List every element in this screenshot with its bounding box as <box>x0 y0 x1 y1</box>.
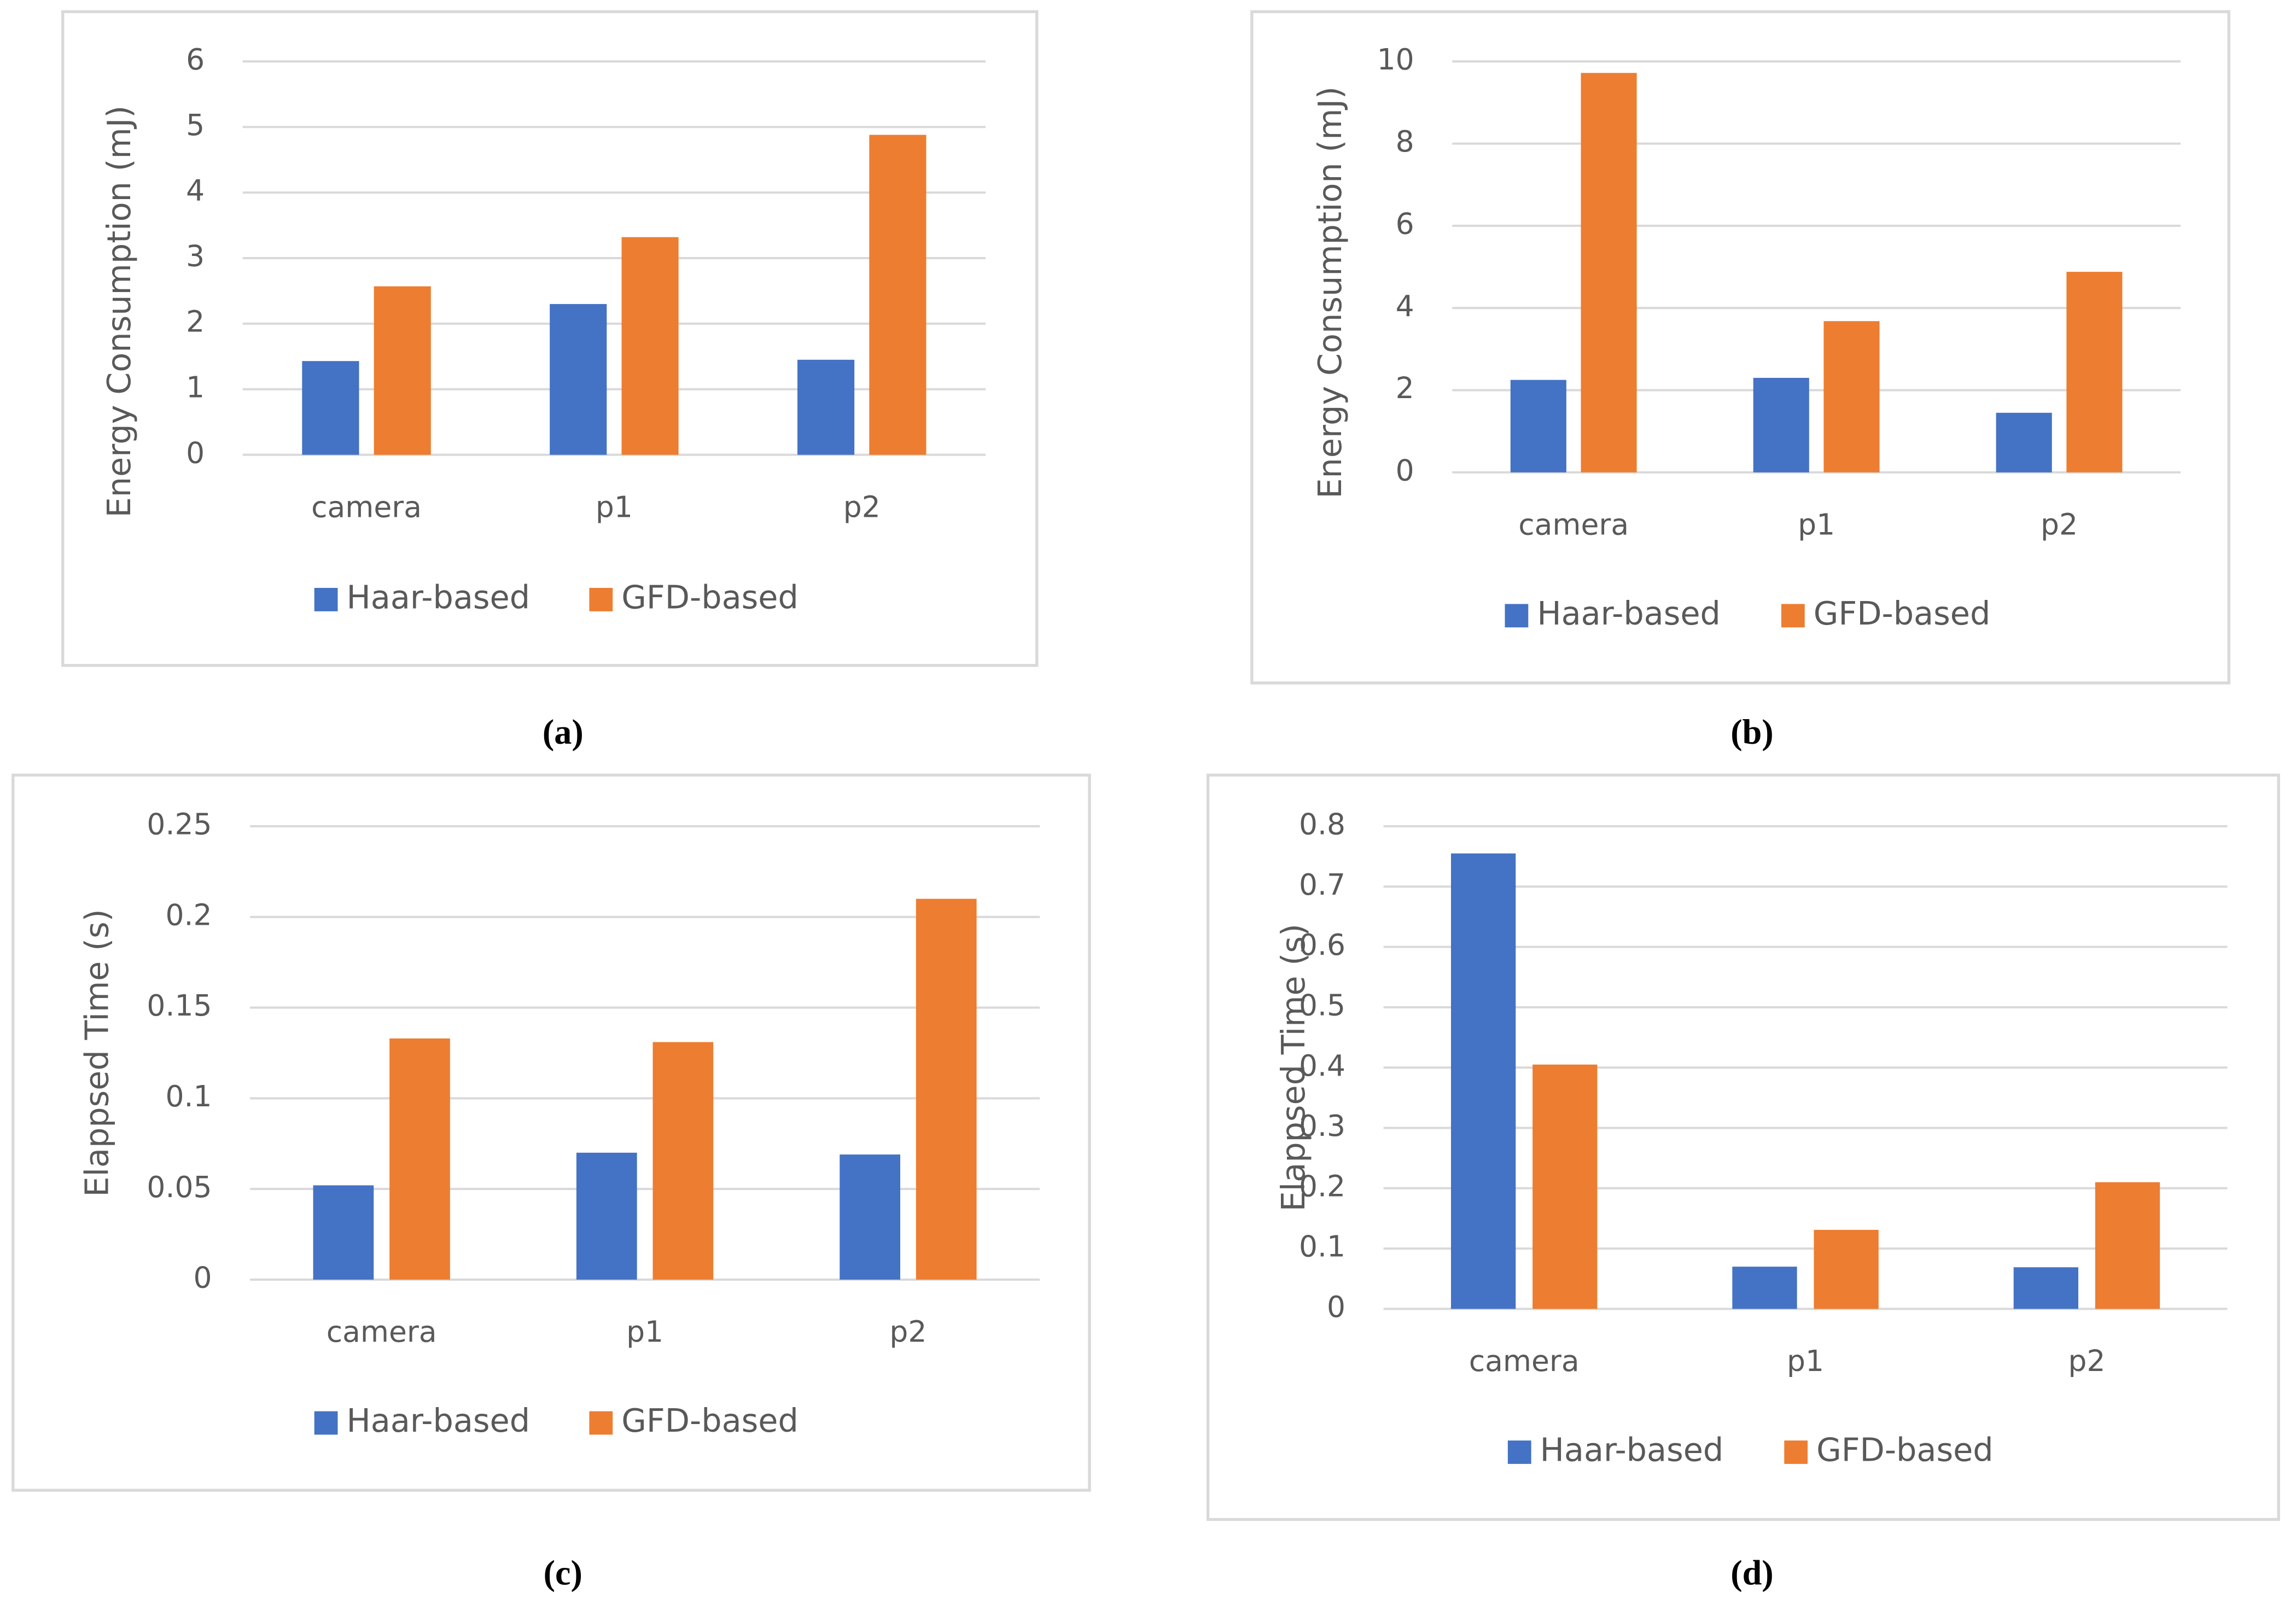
bar <box>1450 853 1516 1309</box>
bar <box>1510 380 1566 472</box>
y-tick-label: 0.05 <box>147 1170 212 1204</box>
y-tick-label: 10 <box>1377 42 1414 77</box>
y-tick-label: 6 <box>1396 207 1414 241</box>
bar <box>621 237 679 455</box>
x-tick-label: p1 <box>626 1315 663 1349</box>
y-tick-label: 0 <box>186 435 205 470</box>
legend-label: GFD-based <box>1816 1431 1994 1469</box>
bar <box>840 1154 900 1280</box>
bar <box>916 899 977 1280</box>
bar <box>869 135 926 455</box>
chart-frame <box>1206 773 2280 1521</box>
y-tick-label: 5 <box>186 108 205 142</box>
legend-swatch <box>589 1411 613 1435</box>
y-tick-label: 0.6 <box>1299 927 1345 962</box>
y-tick-label: 4 <box>186 173 205 208</box>
y-tick-label: 2 <box>186 305 205 339</box>
legend-swatch <box>589 588 613 611</box>
chart-frame <box>61 10 1039 667</box>
bar <box>1823 321 1880 472</box>
y-tick-label: 0.2 <box>165 897 212 932</box>
chart-frame <box>1250 10 2230 685</box>
x-tick-label: p2 <box>843 489 881 524</box>
chart-frame <box>11 773 1091 1492</box>
x-tick-label: p1 <box>1787 1344 1824 1378</box>
x-tick-label: p1 <box>1798 507 1835 541</box>
x-tick-label: p1 <box>596 489 633 524</box>
bar <box>1532 1064 1598 1309</box>
bar <box>550 304 607 455</box>
y-tick-label: 0.1 <box>1299 1229 1345 1264</box>
y-tick-label: 0 <box>1327 1290 1345 1324</box>
caption: (b) <box>1730 713 1773 751</box>
legend-label: GFD-based <box>621 579 799 616</box>
y-axis-title: Energy Consumption (mJ) <box>1311 86 1349 499</box>
bar <box>1814 1229 1879 1309</box>
y-tick-label: 0.2 <box>1299 1169 1345 1203</box>
legend-swatch <box>314 588 338 611</box>
legend-swatch <box>1781 604 1805 628</box>
legend-label: GFD-based <box>1814 594 1991 632</box>
legend-label: Haar-based <box>1537 594 1721 632</box>
caption: (d) <box>1730 1554 1773 1592</box>
legend-label: Haar-based <box>1540 1431 1724 1469</box>
caption: (c) <box>544 1554 582 1592</box>
legend-swatch <box>1784 1440 1808 1464</box>
legend-label: GFD-based <box>621 1402 799 1439</box>
bar <box>1753 377 1809 472</box>
y-tick-label: 0.8 <box>1299 807 1345 842</box>
y-tick-label: 0.1 <box>165 1079 212 1113</box>
y-tick-label: 6 <box>186 42 205 77</box>
y-tick-label: 0.3 <box>1299 1109 1345 1143</box>
y-tick-label: 1 <box>186 370 205 404</box>
y-tick-label: 0.15 <box>147 988 212 1023</box>
bar <box>797 359 855 455</box>
y-tick-label: 0.5 <box>1299 988 1345 1023</box>
y-tick-label: 4 <box>1396 289 1414 323</box>
legend-swatch <box>1505 604 1529 628</box>
bar <box>2013 1267 2078 1309</box>
caption: (a) <box>543 713 584 751</box>
y-tick-label: 0.25 <box>147 807 212 842</box>
bar <box>2095 1182 2160 1309</box>
y-tick-label: 0.4 <box>1299 1048 1345 1083</box>
x-tick-label: camera <box>327 1315 437 1349</box>
y-tick-label: 0.7 <box>1299 867 1345 902</box>
y-tick-label: 8 <box>1396 124 1414 159</box>
y-axis-title: Elappsed Time (s) <box>1274 924 1312 1211</box>
y-tick-label: 2 <box>1396 371 1414 405</box>
x-tick-label: camera <box>1469 1344 1580 1378</box>
y-tick-label: 3 <box>186 239 205 273</box>
y-axis-title: Energy Consumption (mJ) <box>100 106 138 518</box>
bar <box>389 1038 450 1280</box>
legend-swatch <box>1507 1440 1531 1464</box>
y-tick-label: 0 <box>1396 453 1414 487</box>
bar <box>652 1042 714 1280</box>
bar <box>313 1185 374 1280</box>
x-tick-label: p2 <box>2068 1344 2105 1378</box>
bar <box>1732 1267 1797 1309</box>
y-axis-title: Elappsed Time (s) <box>78 909 116 1197</box>
bar <box>302 361 359 455</box>
bar <box>576 1152 637 1280</box>
x-tick-label: p2 <box>889 1315 926 1349</box>
legend-swatch <box>314 1411 338 1435</box>
x-tick-label: camera <box>1518 507 1629 541</box>
legend-label: Haar-based <box>347 1402 531 1439</box>
legend-label: Haar-based <box>347 579 531 616</box>
bar <box>2066 272 2123 472</box>
bar <box>1581 73 1637 472</box>
bar <box>374 286 431 455</box>
bar <box>1996 412 2052 472</box>
y-tick-label: 0 <box>193 1261 212 1295</box>
x-tick-label: p2 <box>2041 507 2078 541</box>
x-tick-label: camera <box>311 489 422 524</box>
